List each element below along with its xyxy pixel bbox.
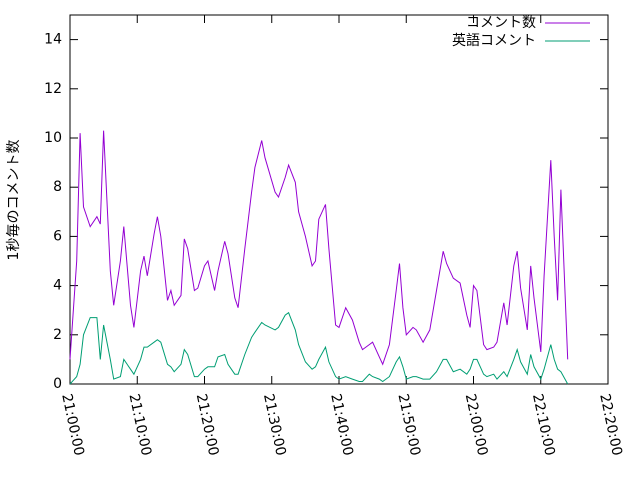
y-axis-label: 1秒毎のコメント数 — [6, 140, 22, 261]
x-tick-label: 22:10:00 — [529, 392, 558, 457]
x-tick-label: 21:00:00 — [58, 392, 87, 457]
legend-label: コメント数 — [466, 15, 536, 31]
y-tick-label: 14 — [44, 32, 62, 48]
y-tick-label: 12 — [44, 81, 62, 97]
x-tick-label: 21:30:00 — [260, 392, 289, 457]
y-tick-label: 8 — [53, 179, 62, 195]
x-tick-label: 22:00:00 — [462, 392, 491, 457]
x-tick-label: 22:20:00 — [596, 392, 625, 457]
y-tick-label: 4 — [53, 278, 62, 294]
series-line — [69, 130, 569, 366]
y-tick-label: 6 — [53, 228, 62, 244]
x-tick-label: 21:10:00 — [125, 392, 154, 457]
x-tick-label: 21:40:00 — [327, 392, 356, 457]
y-tick-label: 0 — [53, 376, 62, 392]
y-tick-label: 10 — [44, 130, 62, 146]
legend-label: 英語コメント — [452, 32, 536, 49]
x-tick-label: 21:50:00 — [394, 392, 423, 457]
x-tick-label: 21:20:00 — [193, 392, 222, 457]
series-line — [69, 311, 569, 385]
y-tick-label: 2 — [53, 327, 62, 343]
